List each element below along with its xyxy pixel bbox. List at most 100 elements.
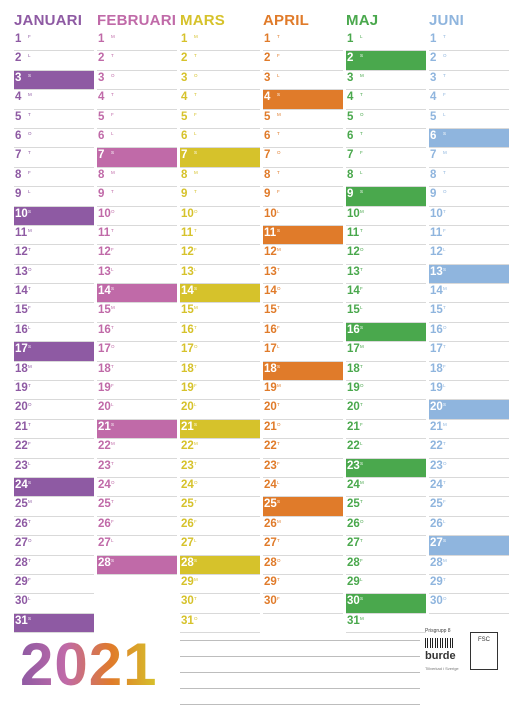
- day-list: 1 F 2 L 3 S 4 M 5 T 6 O 7 T 8 F 9 L 10 S 11 M 12 T 13 O 14 T 15 F 16 L 1…: [14, 32, 94, 634]
- weekday-letter: L: [360, 576, 363, 582]
- month-title: MAJ: [346, 12, 379, 29]
- weekday-letter: S: [277, 499, 281, 505]
- weekday-letter: M: [111, 305, 115, 311]
- day-row: 28 M: [429, 556, 509, 575]
- day-number: 10: [347, 207, 360, 220]
- day-number: 27: [181, 537, 194, 550]
- day-number: 15: [264, 304, 277, 317]
- day-row: 17 L: [263, 342, 343, 362]
- day-list: 1 T 2 F 3 L 4 S 5 M 6 T 7 O 8 T 9 F 10 L 11 S 12 M 13 T 14 O 15 T 16 F 1…: [263, 32, 343, 614]
- weekday-letter: O: [443, 596, 447, 602]
- weekday-letter: T: [360, 130, 363, 136]
- day-row: 30 T: [180, 594, 260, 614]
- day-row: 23 T: [180, 459, 260, 478]
- day-number: 31: [15, 614, 28, 627]
- weekday-letter: L: [443, 111, 446, 117]
- day-number: 26: [181, 517, 194, 530]
- day-number: 14: [264, 285, 277, 298]
- day-number: 19: [181, 382, 194, 395]
- day-row: 19 T: [14, 381, 94, 401]
- day-number: 26: [264, 517, 277, 530]
- weekday-letter: T: [194, 53, 197, 59]
- day-number: 29: [264, 575, 277, 588]
- day-row: 27 S: [429, 536, 509, 556]
- day-row: 23 L: [14, 459, 94, 478]
- day-row: 12 F: [180, 245, 260, 265]
- weekday-letter: M: [443, 286, 447, 292]
- day-number: 2: [264, 52, 271, 65]
- weekday-letter: S: [443, 538, 447, 544]
- day-number: 8: [264, 168, 271, 181]
- day-row: 12 T: [14, 245, 94, 265]
- day-number: 3: [181, 71, 188, 84]
- weekday-letter: O: [277, 557, 281, 563]
- day-number: 24: [181, 478, 194, 491]
- weekday-letter: O: [111, 208, 115, 214]
- day-number: 3: [347, 71, 354, 84]
- weekday-letter: O: [111, 344, 115, 350]
- weekday-letter: F: [277, 460, 280, 466]
- weekday-letter: L: [360, 305, 363, 311]
- day-row: 11 S: [263, 225, 343, 246]
- day-row: 12 F: [97, 245, 177, 265]
- day-row: 24 O: [180, 478, 260, 498]
- weekday-letter: T: [277, 305, 280, 311]
- day-number: 8: [347, 168, 354, 181]
- weekday-letter: T: [360, 227, 363, 233]
- day-number: 14: [15, 285, 28, 298]
- weekday-letter: O: [194, 615, 198, 621]
- day-number: 10: [264, 207, 277, 220]
- day-row: 12 L: [429, 245, 509, 265]
- weekday-letter: L: [443, 247, 446, 253]
- weekday-letter: S: [28, 72, 32, 78]
- weekday-letter: F: [360, 421, 363, 427]
- weekday-letter: F: [360, 150, 363, 156]
- notes-lines: [180, 625, 420, 705]
- weekday-letter: M: [28, 227, 32, 233]
- day-number: 19: [430, 382, 443, 395]
- day-number: 18: [347, 362, 360, 375]
- weekday-letter: T: [194, 189, 197, 195]
- day-row: 28 S: [180, 555, 260, 575]
- day-number: 15: [430, 304, 443, 317]
- weekday-letter: S: [443, 130, 447, 136]
- weekday-letter: O: [360, 111, 364, 117]
- day-number: 29: [347, 575, 360, 588]
- weekday-letter: M: [28, 363, 32, 369]
- day-row: 20 L: [97, 400, 177, 420]
- weekday-letter: S: [360, 189, 364, 195]
- day-number: 5: [347, 110, 354, 123]
- day-row: 23 O: [429, 459, 509, 478]
- day-number: 6: [264, 129, 271, 142]
- day-row: 10 S: [14, 206, 94, 226]
- weekday-letter: O: [28, 266, 32, 272]
- weekday-letter: T: [111, 227, 114, 233]
- price-group: Prisgrupp 8: [425, 628, 451, 634]
- weekday-letter: L: [360, 441, 363, 447]
- day-number: 6: [15, 129, 22, 142]
- weekday-letter: F: [277, 596, 280, 602]
- weekday-letter: T: [28, 383, 31, 389]
- weekday-letter: T: [443, 34, 446, 39]
- day-number: 7: [98, 149, 105, 162]
- weekday-letter: F: [277, 53, 280, 59]
- day-row: 19 L: [429, 381, 509, 401]
- day-list: 1 L 2 S 3 M 4 T 5 O 6 T 7 F 8 L 9 S 10 M 11 T 12 O 13 T 14 F 15 L 16 S 1…: [346, 32, 426, 634]
- day-number: 14: [181, 285, 194, 298]
- day-number: 3: [98, 71, 105, 84]
- day-number: 22: [347, 440, 360, 453]
- weekday-letter: F: [443, 499, 446, 505]
- weekday-letter: O: [111, 72, 115, 78]
- note-line: [180, 657, 420, 673]
- day-number: 5: [430, 110, 437, 123]
- weekday-letter: L: [277, 208, 280, 214]
- weekday-letter: T: [28, 518, 31, 524]
- weekday-letter: F: [194, 111, 197, 117]
- day-row: 27 T: [346, 536, 426, 556]
